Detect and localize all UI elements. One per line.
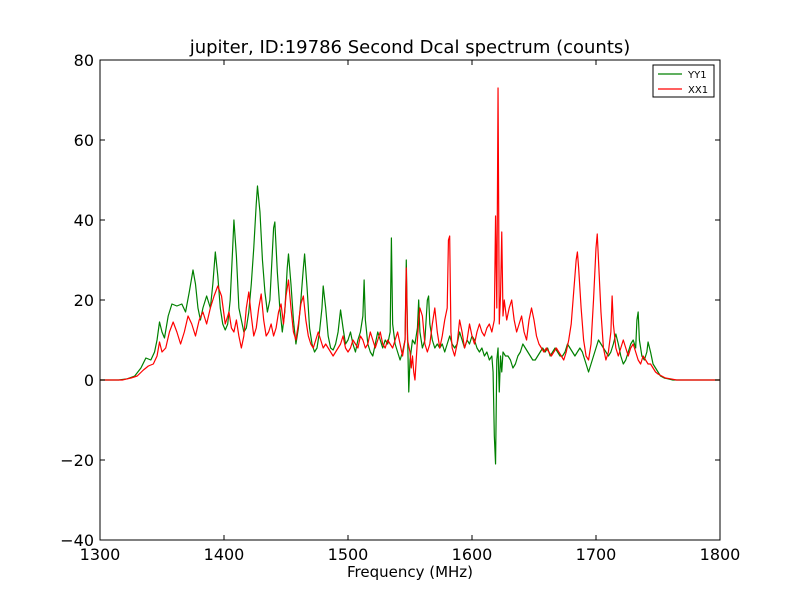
ticks-layer: 1300 1400 1500 1600 1700 1800 −40 −20 0 20 40 60 80 — [60, 51, 740, 564]
y-tick-label: −40 — [60, 531, 94, 550]
y-tick-label: 60 — [74, 131, 94, 150]
y-tick-label: 20 — [74, 291, 94, 310]
legend: YY1 XX1 — [652, 64, 715, 98]
x-tick-label: 1700 — [576, 545, 617, 564]
x-axis-title: Frequency (MHz) — [347, 563, 473, 581]
series-line-xx1 — [100, 87, 720, 381]
plot-layer — [100, 87, 720, 465]
y-tick-label: 40 — [74, 211, 94, 230]
x-tick-label: 1300 — [80, 545, 121, 564]
chart-title: jupiter, ID:19786 Second Dcal spectrum (… — [189, 37, 631, 58]
y-tick-label: 80 — [74, 51, 94, 70]
x-tick-label: 1600 — [452, 545, 493, 564]
x-tick-label: 1500 — [328, 545, 369, 564]
legend-label-yy1: YY1 — [687, 70, 707, 81]
legend-box — [652, 64, 715, 98]
legend-label-xx1: XX1 — [688, 85, 708, 96]
x-tick-label: 1400 — [204, 545, 245, 564]
series-line-yy1 — [100, 185, 720, 465]
y-tick-label: 0 — [84, 371, 94, 390]
x-tick-label: 1800 — [700, 545, 741, 564]
y-tick-label: −20 — [60, 451, 94, 470]
